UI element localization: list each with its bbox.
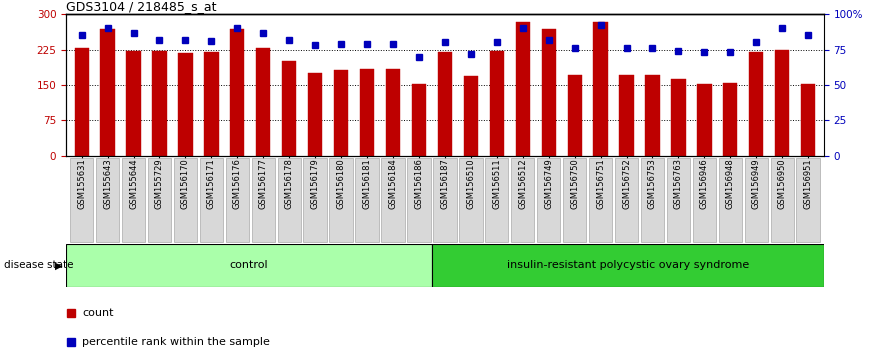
Bar [723,82,737,156]
FancyBboxPatch shape [563,158,587,242]
FancyBboxPatch shape [537,158,560,242]
Bar [334,70,348,156]
Text: GSM155631: GSM155631 [78,159,86,209]
Bar [619,75,633,156]
Bar [126,51,141,156]
Bar [749,52,764,156]
Bar [75,48,89,156]
Text: count: count [82,308,114,318]
Text: GSM156170: GSM156170 [181,159,190,209]
Text: GSM156946: GSM156946 [700,159,709,209]
FancyBboxPatch shape [303,158,327,242]
Text: GSM156176: GSM156176 [233,159,241,209]
Bar [801,84,815,156]
Bar [490,51,504,156]
Text: GSM156187: GSM156187 [440,159,449,209]
Text: control: control [230,261,269,270]
Bar [230,29,244,156]
Text: disease state: disease state [4,261,74,270]
Bar [775,50,789,156]
Bar [671,79,685,156]
FancyBboxPatch shape [355,158,379,242]
Text: GSM156750: GSM156750 [570,159,579,209]
Text: GSM155644: GSM155644 [129,159,138,209]
FancyBboxPatch shape [70,158,93,242]
Bar [567,75,581,156]
FancyBboxPatch shape [96,158,119,242]
Text: GSM156179: GSM156179 [311,159,320,209]
FancyBboxPatch shape [511,158,535,242]
Text: GDS3104 / 218485_s_at: GDS3104 / 218485_s_at [66,0,217,13]
Bar [432,244,824,287]
FancyBboxPatch shape [226,158,249,242]
Text: GSM156171: GSM156171 [207,159,216,209]
FancyBboxPatch shape [329,158,352,242]
FancyBboxPatch shape [615,158,638,242]
FancyBboxPatch shape [122,158,145,242]
Bar [386,69,400,156]
FancyBboxPatch shape [148,158,171,242]
Text: GSM156752: GSM156752 [622,159,631,209]
Bar [594,22,608,156]
FancyBboxPatch shape [796,158,820,242]
Text: GSM156184: GSM156184 [389,159,397,209]
Bar [282,61,296,156]
FancyBboxPatch shape [485,158,508,242]
FancyBboxPatch shape [667,158,690,242]
Bar [66,244,432,287]
FancyBboxPatch shape [589,158,612,242]
Text: GSM156950: GSM156950 [778,159,787,209]
Bar [411,84,426,156]
Text: GSM156753: GSM156753 [648,159,657,209]
Text: GSM156951: GSM156951 [803,159,812,209]
FancyBboxPatch shape [459,158,483,242]
FancyBboxPatch shape [278,158,301,242]
FancyBboxPatch shape [640,158,664,242]
Text: GSM156948: GSM156948 [726,159,735,209]
Text: GSM155729: GSM155729 [155,159,164,209]
Text: GSM156186: GSM156186 [414,159,424,209]
Text: percentile rank within the sample: percentile rank within the sample [82,337,270,347]
Text: GSM156949: GSM156949 [751,159,761,209]
Bar [308,73,322,156]
Bar [204,52,218,156]
Text: GSM156749: GSM156749 [544,159,553,209]
Bar [515,22,529,156]
FancyBboxPatch shape [744,158,768,242]
FancyBboxPatch shape [692,158,716,242]
Text: GSM156180: GSM156180 [337,159,345,209]
Bar [152,51,167,156]
FancyBboxPatch shape [381,158,404,242]
FancyBboxPatch shape [174,158,197,242]
Text: GSM156177: GSM156177 [259,159,268,209]
Bar [542,29,556,156]
Bar [178,53,193,156]
FancyBboxPatch shape [407,158,431,242]
Text: GSM156751: GSM156751 [596,159,605,209]
FancyBboxPatch shape [771,158,794,242]
Bar [463,76,478,156]
FancyBboxPatch shape [719,158,742,242]
Text: GSM156511: GSM156511 [492,159,501,209]
Text: GSM156181: GSM156181 [363,159,372,209]
FancyBboxPatch shape [252,158,275,242]
Bar [438,52,452,156]
Bar [360,69,374,156]
Text: ▶: ▶ [55,261,63,270]
Text: GSM156510: GSM156510 [466,159,476,209]
Text: GSM156763: GSM156763 [674,159,683,210]
Bar [256,48,270,156]
FancyBboxPatch shape [200,158,223,242]
Text: GSM156512: GSM156512 [518,159,527,209]
Text: GSM155643: GSM155643 [103,159,112,209]
Bar [646,75,660,156]
Bar [697,84,712,156]
Text: insulin-resistant polycystic ovary syndrome: insulin-resistant polycystic ovary syndr… [507,261,749,270]
FancyBboxPatch shape [433,158,456,242]
Bar [100,29,115,156]
Text: GSM156178: GSM156178 [285,159,293,209]
